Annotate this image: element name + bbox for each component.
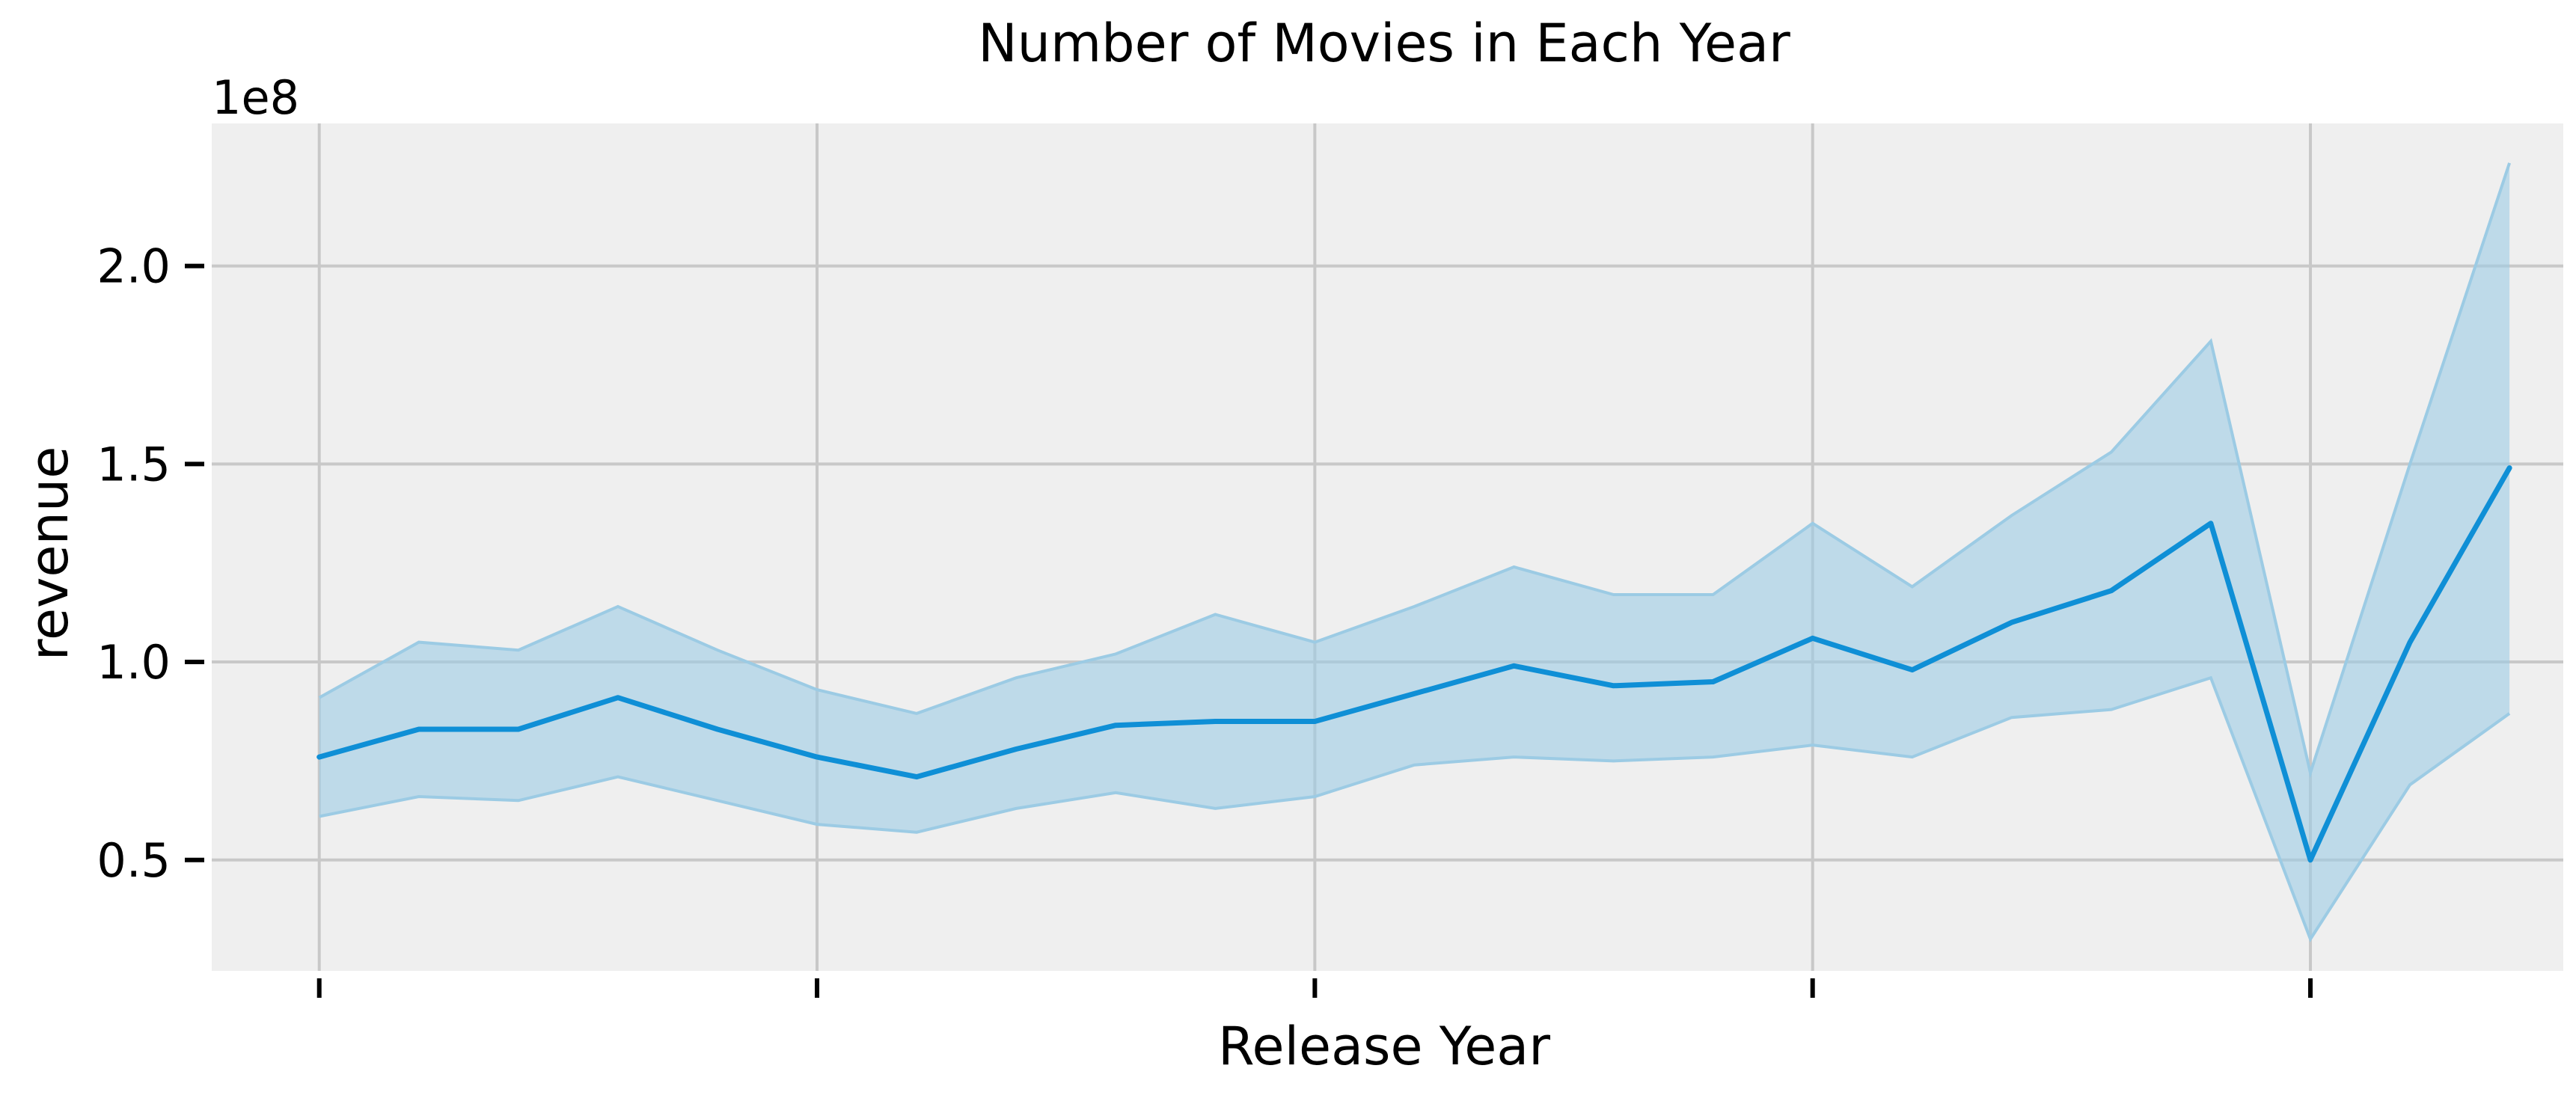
data-point [2009, 620, 2014, 625]
y-tick-label: 0.5 [97, 833, 171, 888]
x-axis-label: Release Year [1218, 1016, 1550, 1077]
y-axis-label: revenue [19, 447, 80, 661]
data-point [1511, 663, 1517, 669]
confidence-band [319, 162, 2510, 939]
data-point [2308, 857, 2313, 862]
data-point [2108, 588, 2114, 593]
data-point [316, 755, 322, 760]
data-points [316, 465, 2512, 862]
data-point [914, 774, 920, 779]
data-point [1014, 746, 1019, 752]
data-point [615, 695, 620, 700]
data-point [1710, 679, 1716, 684]
y-axis-ticks: 0.5 1.0 1.5 2.0 [97, 239, 204, 888]
chart-title: Number of Movies in Each Year [978, 13, 1790, 74]
y-tick-label: 1.0 [97, 635, 171, 690]
data-point [1810, 636, 1815, 641]
confidence-band-lower-edge [319, 675, 2511, 943]
data-point [2408, 640, 2413, 645]
data-point [1312, 719, 1318, 724]
data-point [1909, 667, 1915, 672]
data-point [515, 727, 521, 732]
data-point [1412, 691, 1417, 696]
data-point [2208, 521, 2213, 526]
data-point [1611, 683, 1616, 688]
data-point [1213, 719, 1218, 724]
data-point [815, 755, 820, 760]
confidence-band-upper-edge [318, 162, 2511, 779]
x-axis-ticks [316, 978, 2313, 998]
y-tick-label: 2.0 [97, 239, 171, 294]
data-point [2507, 465, 2512, 470]
data-point [416, 727, 421, 732]
y-tick-label: 1.5 [97, 437, 171, 491]
data-point [715, 727, 720, 732]
y-axis-offset-label: 1e8 [212, 70, 299, 125]
data-point [1113, 723, 1119, 728]
